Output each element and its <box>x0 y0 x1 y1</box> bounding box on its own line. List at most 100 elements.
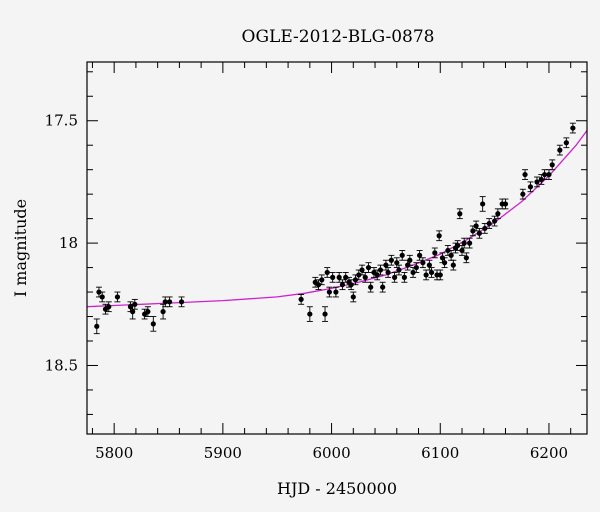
data-point-marker <box>385 269 391 276</box>
data-point <box>144 306 151 317</box>
x-tick-label: 6200 <box>530 444 568 462</box>
data-point-marker <box>401 274 407 280</box>
data-point <box>450 259 457 271</box>
model-fit-curve <box>86 130 588 308</box>
y-tick-label: 18 <box>59 234 78 252</box>
data-point <box>377 264 384 276</box>
data-point <box>502 198 509 210</box>
data-point <box>479 196 486 212</box>
data-point <box>332 286 339 298</box>
data-point <box>388 254 395 266</box>
data-point-marker <box>459 247 465 254</box>
data-point <box>459 245 465 256</box>
data-point <box>359 264 365 276</box>
data-point <box>385 267 392 278</box>
data-point-marker <box>339 282 346 288</box>
data-point-marker <box>343 274 349 280</box>
data-point <box>99 291 106 303</box>
data-point <box>456 208 463 220</box>
plot-frame <box>86 61 588 435</box>
data-point-marker <box>428 269 435 276</box>
data-point-marker <box>520 191 526 197</box>
data-point <box>423 269 430 281</box>
data-point-marker <box>319 277 325 283</box>
y-axis-label: I magnitude <box>11 199 30 297</box>
data-point-marker <box>432 250 438 256</box>
data-point-marker <box>407 257 413 263</box>
data-point-marker <box>127 304 134 310</box>
data-point-marker <box>380 284 386 290</box>
data-point-marker <box>570 125 576 131</box>
data-point-marker <box>445 247 451 254</box>
data-point-marker <box>455 242 461 249</box>
data-point <box>114 291 121 303</box>
data-point <box>355 269 362 281</box>
data-point <box>306 306 313 322</box>
data-point <box>410 267 417 278</box>
data-point-marker <box>167 299 173 305</box>
data-point-marker <box>461 240 467 246</box>
data-point-marker <box>178 299 185 305</box>
data-point-marker <box>330 274 336 280</box>
data-point <box>491 215 498 227</box>
data-point-marker <box>150 321 156 327</box>
data-point-marker <box>549 162 555 168</box>
data-point-marker <box>448 252 454 258</box>
data-point-marker <box>470 228 476 234</box>
data-point-marker <box>365 264 372 271</box>
data-point-marker <box>322 311 328 317</box>
data-point-marker <box>502 201 509 207</box>
y-tick-label: 17.5 <box>45 112 78 130</box>
data-point <box>379 281 386 293</box>
data-point-marker <box>399 252 405 258</box>
data-point <box>419 257 426 269</box>
data-point-marker <box>374 272 380 278</box>
data-point <box>322 306 329 322</box>
data-point-marker <box>542 171 548 178</box>
data-point <box>466 237 473 249</box>
data-point <box>336 272 343 283</box>
data-point-marker <box>437 272 443 278</box>
data-point <box>129 303 136 320</box>
data-point <box>391 272 398 283</box>
data-point <box>569 122 576 134</box>
data-point-marker <box>410 269 416 276</box>
data-point-marker <box>522 171 528 178</box>
axis-ticks <box>87 62 587 434</box>
x-tick-label: 5900 <box>204 444 242 462</box>
data-point-marker <box>114 294 121 300</box>
data-point-marker <box>396 267 402 273</box>
data-point-marker <box>96 289 102 295</box>
data-point <box>150 316 157 332</box>
data-point <box>326 286 333 298</box>
data-point <box>399 249 406 261</box>
data-point-marker <box>298 296 304 302</box>
data-point <box>329 272 336 283</box>
data-point-marker <box>442 260 448 266</box>
data-point-marker <box>352 277 359 283</box>
data-point <box>441 257 448 269</box>
y-tick-label: 18.5 <box>45 356 78 374</box>
x-tick-label: 6000 <box>312 444 350 462</box>
data-point-marker <box>359 267 365 273</box>
data-point-marker <box>326 289 332 295</box>
model-fit-layer <box>86 130 588 308</box>
data-point-marker <box>333 289 339 295</box>
data-point-marker <box>132 301 138 307</box>
data-point-marker <box>463 255 469 261</box>
data-point <box>549 159 556 171</box>
data-point-marker <box>482 225 488 232</box>
data-point-marker <box>94 323 100 329</box>
data-point-marker <box>426 262 432 268</box>
data-point-marker <box>480 201 486 207</box>
data-point-marker <box>563 140 569 146</box>
data-point <box>436 230 443 242</box>
data-point-marker <box>486 220 492 227</box>
data-point <box>416 249 423 261</box>
data-point <box>428 267 435 278</box>
data-point-marker <box>145 309 151 315</box>
data-point <box>374 269 381 281</box>
data-point <box>481 223 488 234</box>
data-point-marker <box>315 282 322 288</box>
data-point-marker <box>476 230 482 236</box>
